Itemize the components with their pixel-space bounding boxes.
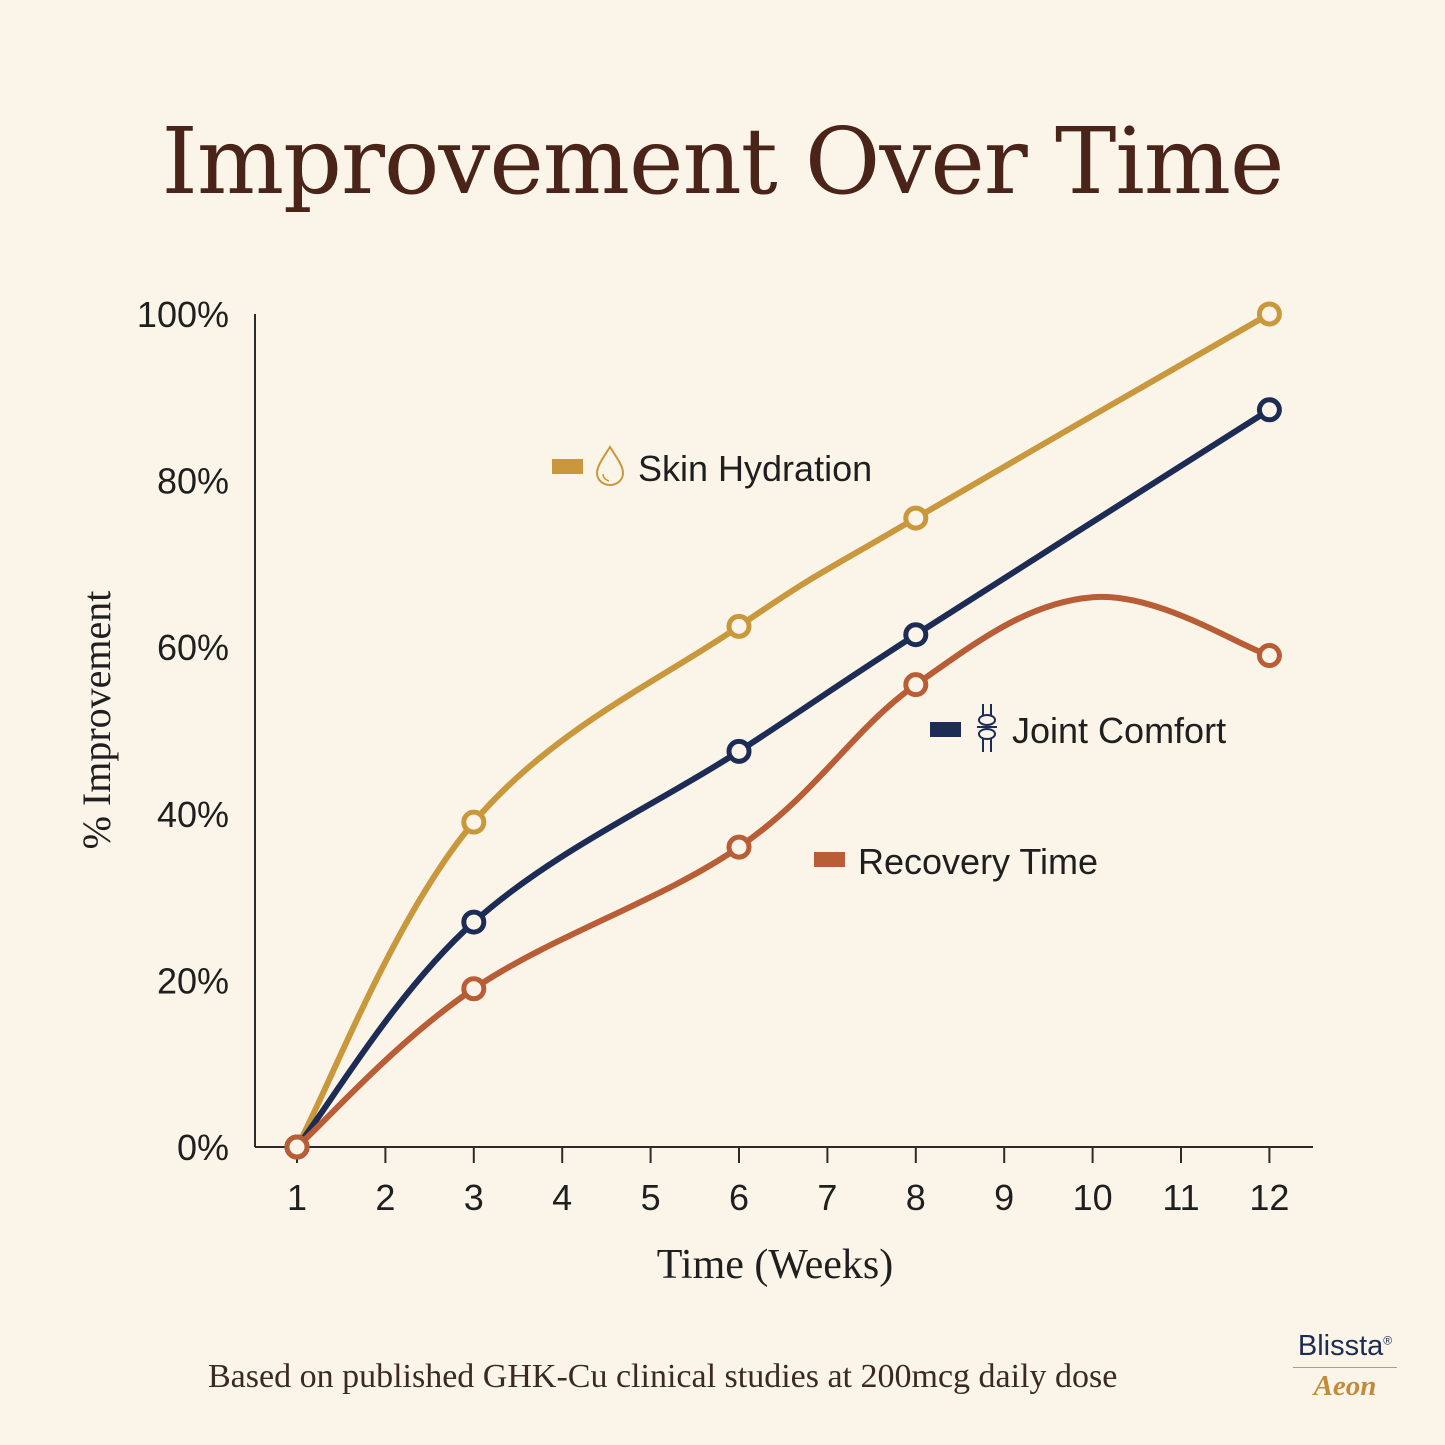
y-tick-label: 20% — [157, 960, 229, 1001]
data-point-recovery — [726, 834, 752, 860]
data-point-recovery — [903, 672, 929, 698]
x-ticks: 1 2 3 4 5 6 7 8 9 10 11 12 — [287, 1147, 1289, 1218]
footnote: Based on published GHK-Cu clinical studi… — [208, 1358, 1118, 1395]
brand-sub: Aeon — [1313, 1370, 1377, 1402]
y-tick-label: 40% — [157, 794, 229, 835]
brand-name: Blissta — [1297, 1330, 1384, 1362]
legend-recovery-time: Recovery Time — [814, 841, 1098, 882]
x-tick-label: 5 — [641, 1177, 661, 1218]
data-point-skin — [903, 505, 929, 531]
y-tick-label: 60% — [157, 627, 229, 668]
joint-icon — [977, 704, 997, 752]
data-point-joint — [726, 738, 752, 764]
chart-title: Improvement Over Time — [161, 108, 1285, 215]
data-point-skin — [1256, 301, 1282, 327]
series-line-joint — [294, 406, 1273, 1150]
data-point-recovery — [461, 976, 487, 1002]
y-tick-label: 100% — [137, 294, 229, 335]
legend-skin-label: Skin Hydration — [638, 448, 872, 489]
data-point-skin — [726, 613, 752, 639]
x-tick-label: 1 — [287, 1177, 307, 1218]
x-tick-label: 4 — [552, 1177, 572, 1218]
axes — [254, 314, 1313, 1148]
x-axis-label: Time (Weeks) — [657, 1242, 894, 1288]
legend-skin-hydration: Skin Hydration — [552, 445, 872, 489]
legend-joint-swatch — [930, 722, 961, 737]
brand-divider — [1293, 1367, 1397, 1368]
data-point-joint — [1256, 397, 1282, 423]
data-point-recovery — [1256, 643, 1282, 669]
x-tick-label: 2 — [375, 1177, 395, 1218]
data-point-joint — [903, 622, 929, 648]
legend-joint-label: Joint Comfort — [1012, 710, 1226, 751]
legend-joint-comfort: Joint Comfort — [930, 704, 1226, 752]
legend-recovery-swatch — [814, 852, 845, 867]
x-tick-label: 7 — [817, 1177, 837, 1218]
water-drop-shine-icon — [602, 473, 610, 482]
data-point-skin — [461, 809, 487, 835]
legend-recovery-label: Recovery Time — [858, 841, 1098, 882]
series-points — [284, 301, 1282, 1160]
x-tick-label: 10 — [1073, 1177, 1113, 1218]
data-point-recovery — [284, 1134, 310, 1160]
x-tick-label: 8 — [906, 1177, 926, 1218]
x-tick-label: 9 — [994, 1177, 1014, 1218]
x-tick-label: 11 — [1162, 1177, 1199, 1218]
registered-mark: ® — [1383, 1333, 1393, 1348]
legend-skin-swatch — [552, 459, 583, 474]
series-line-recovery — [294, 593, 1273, 1150]
water-drop-icon — [595, 445, 625, 487]
data-point-joint — [461, 909, 487, 935]
brand-name-row: Blissta® — [1285, 1330, 1405, 1363]
y-tick-label: 80% — [157, 461, 229, 502]
x-tick-label: 12 — [1249, 1177, 1289, 1218]
y-axis-label: % Improvement — [74, 591, 119, 850]
x-tick-label: 6 — [729, 1177, 749, 1218]
y-tick-labels: 0% 20% 40% 60% 80% 100% — [137, 294, 229, 1168]
x-tick-label: 3 — [464, 1177, 484, 1218]
brand-logo: Blissta® Aeon — [1285, 1330, 1405, 1403]
y-tick-label: 0% — [177, 1127, 229, 1168]
